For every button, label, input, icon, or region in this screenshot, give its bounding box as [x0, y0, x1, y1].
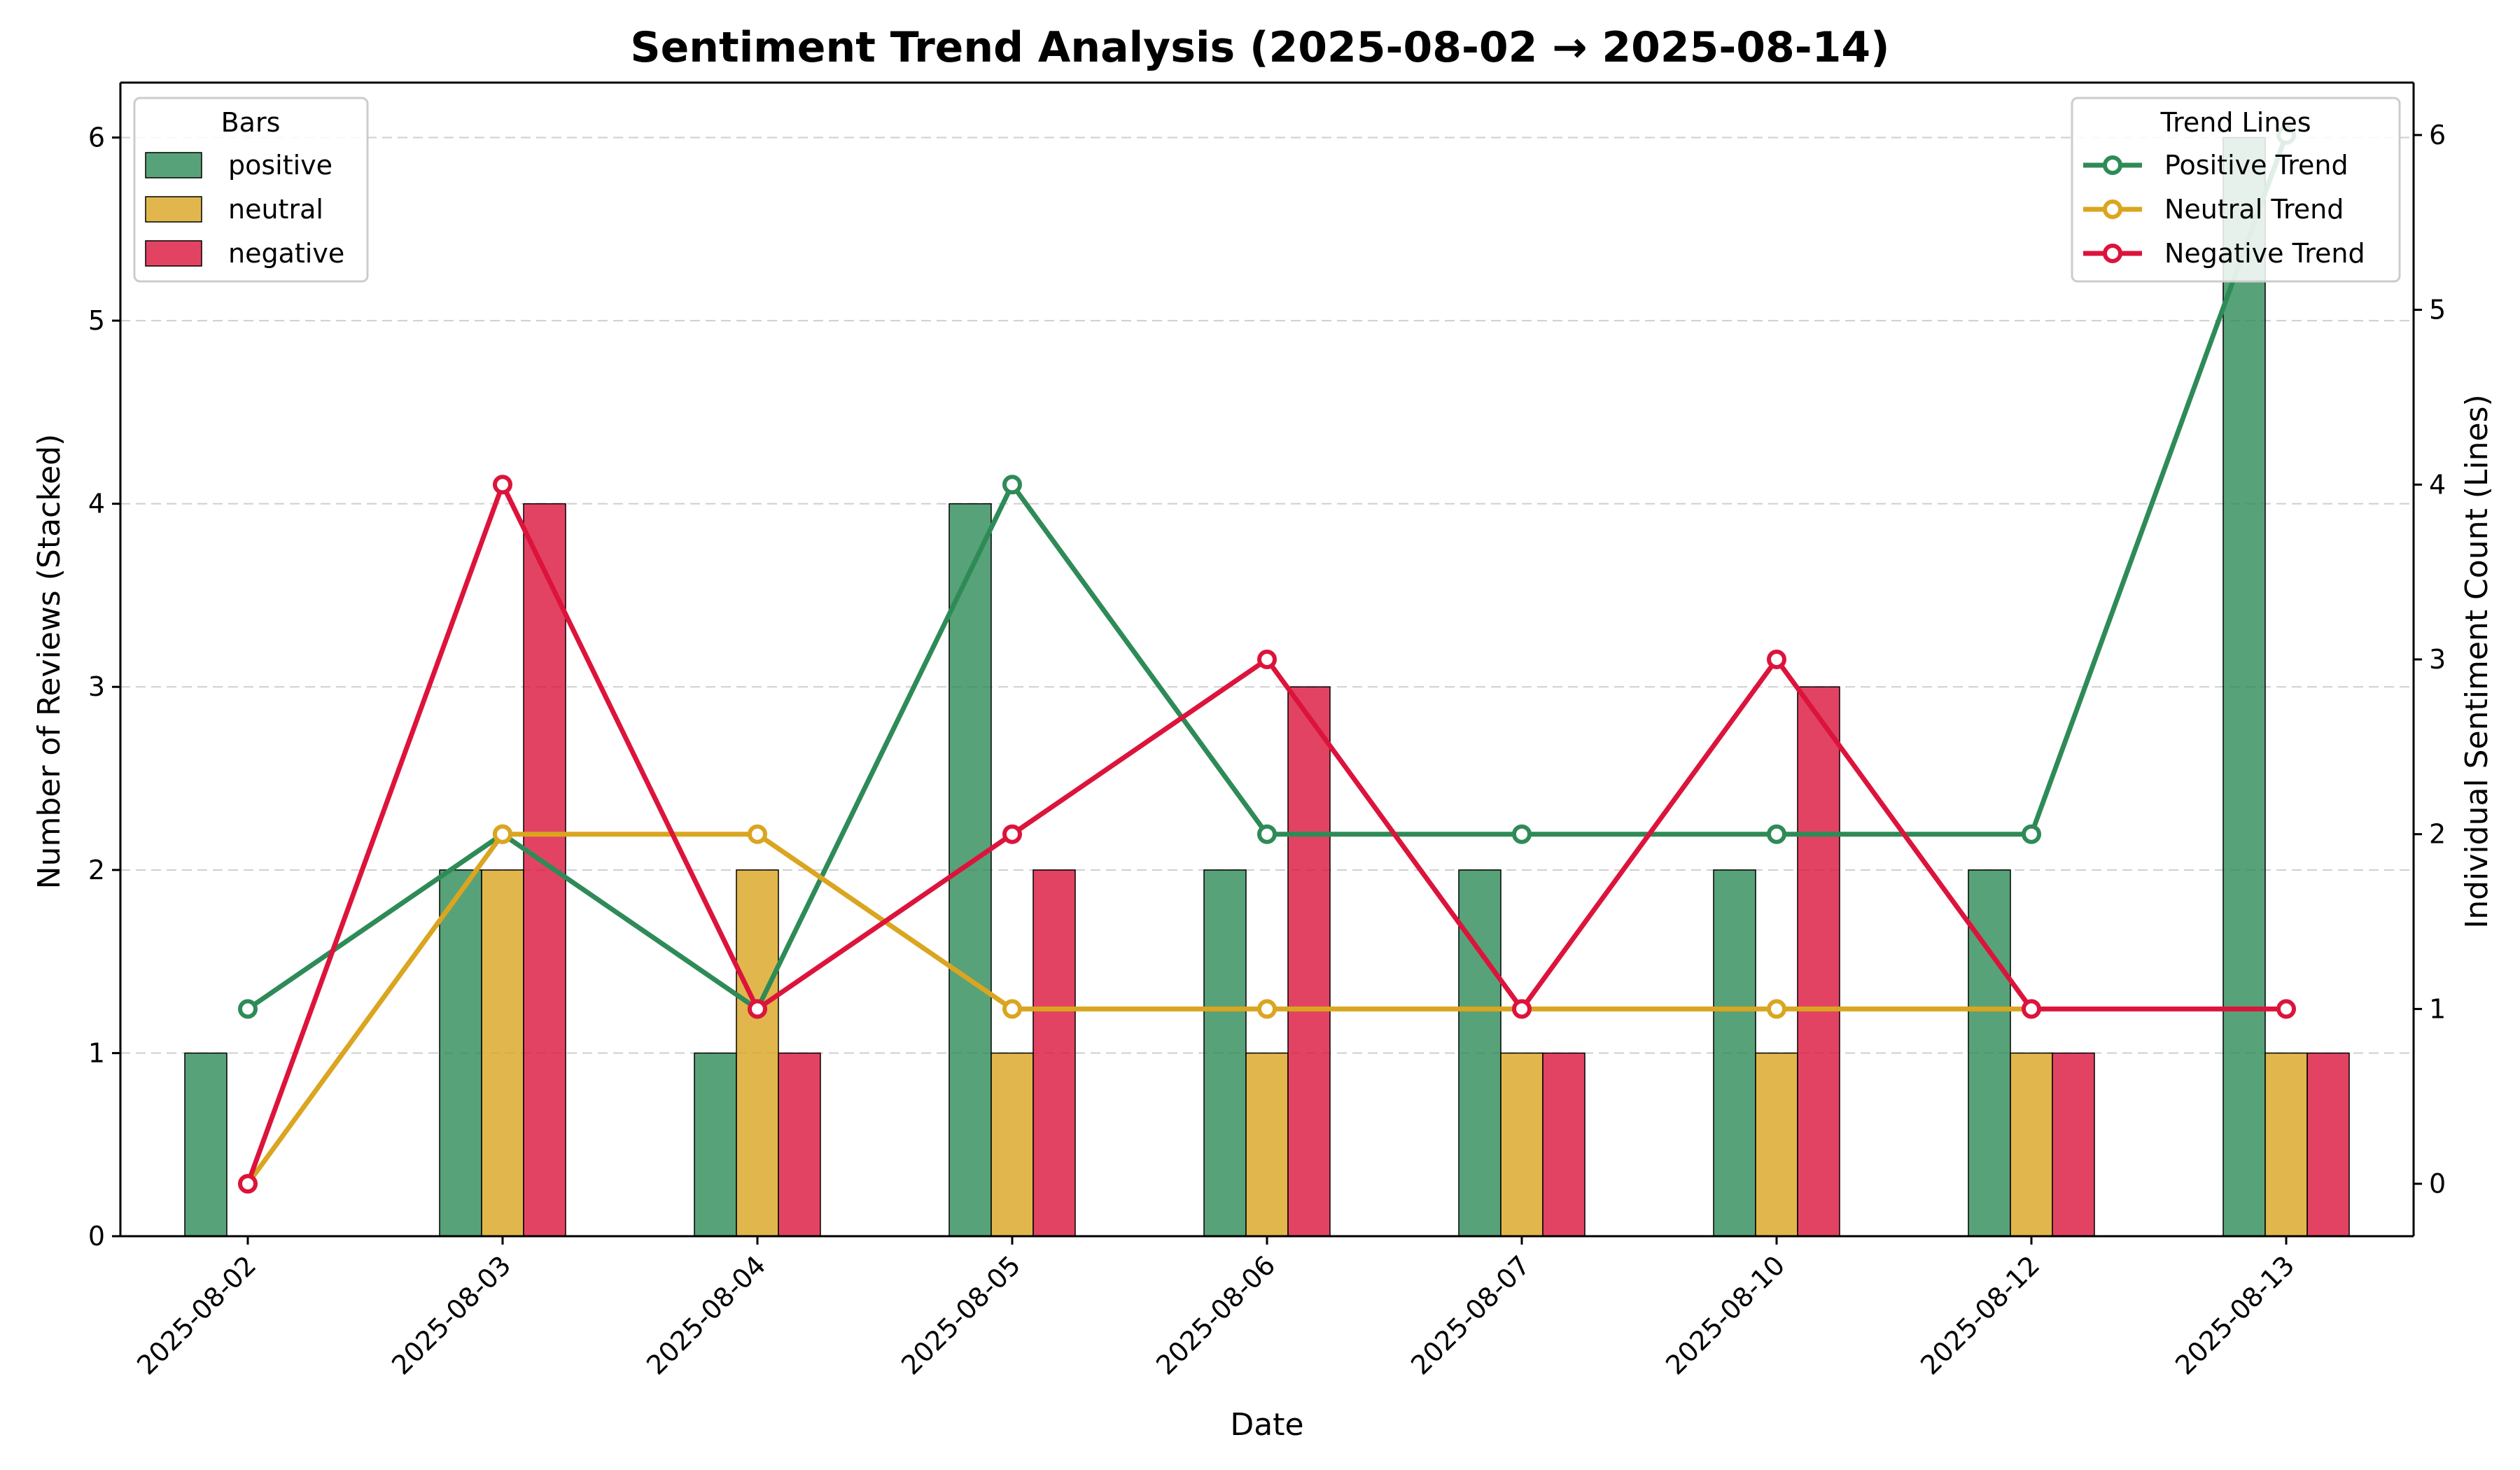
bar-positive-2025-08-05 — [948, 503, 992, 1237]
right-axis-ticks: 0 1 2 3 4 5 6 — [2414, 120, 2446, 1199]
negative-trend-point-2025-08-02 — [238, 1174, 258, 1194]
positive-trend-point-2025-08-06 — [1257, 824, 1277, 844]
legend-label-neutral: neutral — [228, 194, 323, 225]
bar-neutral-2025-08-06 — [1245, 1052, 1289, 1237]
trend-lines — [238, 125, 2296, 1194]
positive-trend-point-2025-08-12 — [2022, 824, 2041, 844]
y-tick-label-left: 6 — [88, 122, 105, 153]
y-axis-label-left: Number of Reviews (Stacked) — [31, 434, 67, 890]
negative-trend-point-2025-08-03 — [493, 475, 512, 495]
bar-marks — [184, 136, 2350, 1237]
bar-positive-2025-08-04 — [694, 1052, 737, 1237]
chart-title: Sentiment Trend Analysis (2025-08-02 → 2… — [630, 23, 1889, 72]
neutral-trend-point-2025-08-03 — [493, 824, 512, 844]
bar-positive-2025-08-10 — [1713, 869, 1756, 1237]
y-tick-label-right: 4 — [2429, 469, 2446, 500]
left-axis-ticks: 0 1 2 3 4 5 6 — [88, 122, 120, 1252]
legend-marker-negative-trend — [2103, 244, 2122, 263]
legend-lines-items: Positive Trend Neutral Trend Negative Tren… — [2083, 150, 2365, 269]
legend-label-negative: negative — [228, 238, 344, 269]
negative-trend-point-2025-08-13 — [2276, 999, 2296, 1019]
legend-marker-neutral-trend — [2103, 200, 2122, 219]
bar-negative-2025-08-05 — [1032, 869, 1076, 1237]
neutral-trend-point-2025-08-10 — [1767, 999, 1786, 1019]
y-axis-label-right: Individual Sentiment Count (Lines) — [2459, 394, 2495, 928]
y-tick-label-left: 1 — [88, 1037, 105, 1068]
y-tick-label-left: 0 — [88, 1221, 105, 1252]
neutral-trend-point-2025-08-06 — [1257, 999, 1277, 1019]
legend-label-neutral-trend: Neutral Trend — [2164, 194, 2344, 225]
y-tick-label-right: 2 — [2429, 819, 2446, 850]
y-tick-label-right: 5 — [2429, 295, 2446, 326]
legend-swatch-positive — [145, 152, 202, 178]
bar-negative-2025-08-06 — [1287, 686, 1331, 1237]
legend-bars-items: positive neutral negative — [145, 150, 344, 269]
bar-negative-2025-08-07 — [1542, 1052, 1586, 1237]
bar-neutral-2025-08-03 — [481, 869, 524, 1237]
negative-trend-point-2025-08-07 — [1512, 999, 1532, 1019]
legend-lines-frame — [2071, 97, 2401, 283]
legend-lines-title: Trend Lines — [2160, 107, 2311, 138]
neutral-trend-point-2025-08-04 — [748, 824, 767, 844]
negative-trend-point-2025-08-04 — [748, 999, 767, 1019]
neutral-trend-line — [246, 832, 2031, 1186]
neutral-trend-point-2025-08-05 — [1002, 999, 1022, 1019]
positive-trend-point-2025-08-02 — [238, 999, 258, 1019]
bar-positive-2025-08-07 — [1458, 869, 1502, 1237]
bar-positive-2025-08-12 — [1968, 869, 2011, 1237]
legend-label-positive-trend: Positive Trend — [2164, 150, 2348, 181]
y-tick-label-right: 3 — [2429, 644, 2446, 675]
bar-neutral-2025-08-07 — [1500, 1052, 1544, 1237]
y-tick-label-left: 5 — [88, 305, 105, 336]
bar-neutral-2025-08-04 — [736, 869, 779, 1237]
legend-bars: Bars positive neutral negative — [133, 97, 369, 283]
legend-bars-title: Bars — [221, 107, 281, 138]
y-tick-label-left: 2 — [88, 855, 105, 886]
bar-neutral-2025-08-05 — [990, 1052, 1034, 1237]
y-tick-label-left: 3 — [88, 671, 105, 702]
positive-trend-point-2025-08-10 — [1767, 824, 1786, 844]
bar-negative-2025-08-10 — [1797, 686, 1840, 1237]
negative-trend-point-2025-08-10 — [1767, 650, 1786, 669]
bar-negative-2025-08-12 — [2052, 1052, 2095, 1237]
bar-positive-2025-08-13 — [2222, 136, 2266, 1237]
bar-positive-2025-08-02 — [184, 1052, 227, 1237]
legend-lines: Trend Lines Positive Trend Neutral Trend N… — [2071, 97, 2401, 283]
negative-trend-point-2025-08-06 — [1257, 650, 1277, 669]
bar-negative-2025-08-04 — [778, 1052, 821, 1237]
negative-trend-point-2025-08-12 — [2022, 999, 2041, 1019]
legend-label-positive: positive — [228, 150, 332, 181]
bar-neutral-2025-08-12 — [2010, 1052, 2053, 1237]
y-tick-label-right: 6 — [2429, 120, 2446, 150]
positive-trend-point-2025-08-07 — [1512, 824, 1532, 844]
legend-marker-positive-trend — [2103, 155, 2122, 175]
positive-trend-point-2025-08-05 — [1002, 475, 1022, 495]
y-tick-label-right: 0 — [2429, 1168, 2446, 1199]
bar-neutral-2025-08-10 — [1755, 1052, 1798, 1237]
legend-swatch-negative — [145, 240, 202, 267]
legend-label-negative-trend: Negative Trend — [2164, 238, 2365, 269]
bar-positive-2025-08-03 — [439, 869, 482, 1237]
legend-bars-frame — [133, 97, 369, 283]
x-axis-label: Date — [1230, 1407, 1303, 1443]
negative-trend-point-2025-08-05 — [1002, 824, 1022, 844]
bar-negative-2025-08-13 — [2306, 1052, 2350, 1237]
y-tick-label-right: 1 — [2429, 993, 2446, 1024]
bar-positive-2025-08-06 — [1203, 869, 1247, 1237]
legend-swatch-neutral — [145, 196, 202, 223]
bar-neutral-2025-08-13 — [2264, 1052, 2308, 1237]
bar-negative-2025-08-03 — [523, 503, 566, 1237]
y-tick-label-left: 4 — [88, 489, 105, 519]
